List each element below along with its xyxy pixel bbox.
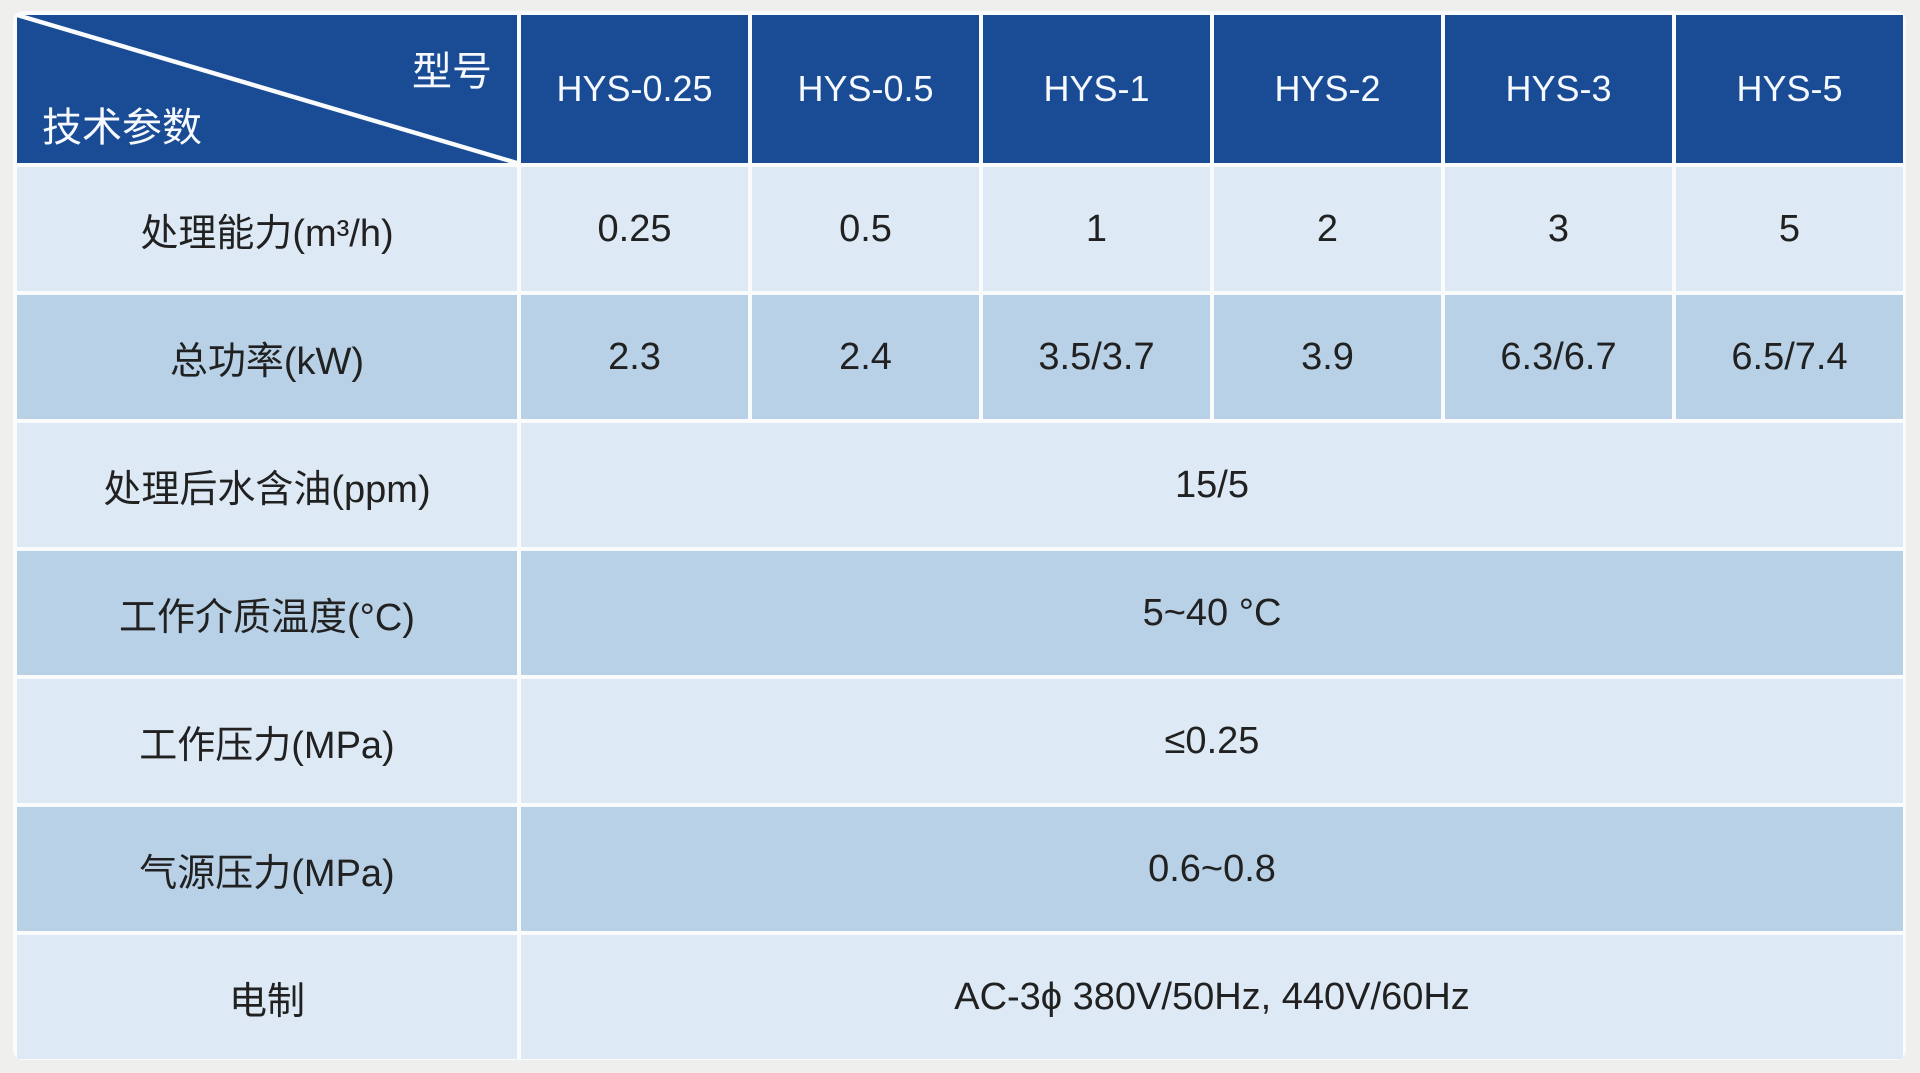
column-header-hys-05: HYS-0.5 [752, 15, 979, 163]
cell-electric-system-span: AC-3ϕ 380V/50Hz, 440V/60Hz [521, 935, 1903, 1059]
column-header-hys-2: HYS-2 [1214, 15, 1441, 163]
corner-cell: 型号 技术参数 [17, 15, 517, 163]
cell-power-6: 6.5/7.4 [1676, 295, 1903, 419]
column-header-hys-3: HYS-3 [1445, 15, 1672, 163]
cell-power-1: 2.3 [521, 295, 748, 419]
cell-capacity-1: 0.25 [521, 167, 748, 291]
header-row: 型号 技术参数 HYS-0.25 HYS-0.5 HYS-1 HYS-2 HYS… [17, 15, 1903, 163]
column-header-hys-025: HYS-0.25 [521, 15, 748, 163]
corner-label-parameters: 技术参数 [42, 105, 202, 150]
row-capacity: 处理能力(m³/h) 0.25 0.5 1 2 3 5 [17, 167, 1903, 291]
diagonal-divider-line [17, 15, 517, 163]
corner-label-model: 型号 [412, 49, 492, 94]
row-label-working-pressure: 工作压力(MPa) [17, 679, 517, 803]
cell-oil-content-span: 15/5 [521, 423, 1903, 547]
cell-medium-temperature-span: 5~40 °C [521, 551, 1903, 675]
row-label-oil-content: 处理后水含油(ppm) [17, 423, 517, 547]
row-label-electric-system: 电制 [17, 935, 517, 1059]
row-label-capacity: 处理能力(m³/h) [17, 167, 517, 291]
row-label-total-power: 总功率(kW) [17, 295, 517, 419]
cell-capacity-6: 5 [1676, 167, 1903, 291]
row-total-power: 总功率(kW) 2.3 2.4 3.5/3.7 3.9 6.3/6.7 6.5/… [17, 295, 1903, 419]
cell-capacity-5: 3 [1445, 167, 1672, 291]
column-header-hys-5: HYS-5 [1676, 15, 1903, 163]
cell-power-5: 6.3/6.7 [1445, 295, 1672, 419]
cell-power-4: 3.9 [1214, 295, 1441, 419]
row-air-pressure: 气源压力(MPa) 0.6~0.8 [17, 807, 1903, 931]
cell-working-pressure-span: ≤0.25 [521, 679, 1903, 803]
cell-capacity-4: 2 [1214, 167, 1441, 291]
row-label-medium-temperature: 工作介质温度(°C) [17, 551, 517, 675]
row-electric-system: 电制 AC-3ϕ 380V/50Hz, 440V/60Hz [17, 935, 1903, 1059]
cell-air-pressure-span: 0.6~0.8 [521, 807, 1903, 931]
column-header-hys-1: HYS-1 [983, 15, 1210, 163]
row-label-air-pressure: 气源压力(MPa) [17, 807, 517, 931]
cell-capacity-2: 0.5 [752, 167, 979, 291]
row-working-pressure: 工作压力(MPa) ≤0.25 [17, 679, 1903, 803]
cell-power-3: 3.5/3.7 [983, 295, 1210, 419]
row-oil-content: 处理后水含油(ppm) 15/5 [17, 423, 1903, 547]
cell-power-2: 2.4 [752, 295, 979, 419]
technical-parameters-table: 型号 技术参数 HYS-0.25 HYS-0.5 HYS-1 HYS-2 HYS… [13, 11, 1906, 1060]
spec-table: 型号 技术参数 HYS-0.25 HYS-0.5 HYS-1 HYS-2 HYS… [13, 11, 1906, 1060]
cell-capacity-3: 1 [983, 167, 1210, 291]
row-medium-temperature: 工作介质温度(°C) 5~40 °C [17, 551, 1903, 675]
